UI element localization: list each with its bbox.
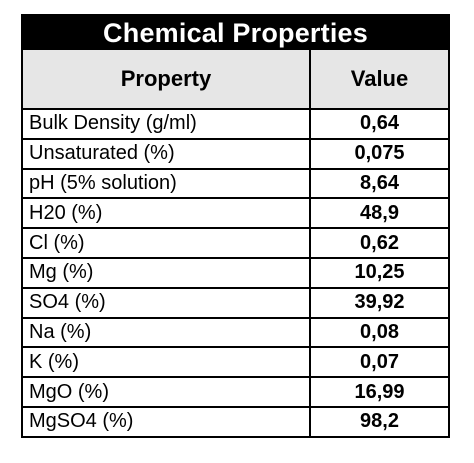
- property-cell: K (%): [23, 346, 311, 379]
- table-row: Na (%) 0,08: [23, 316, 448, 349]
- property-cell: Unsaturated (%): [23, 137, 311, 170]
- table-row: MgSO4 (%) 98,2: [23, 405, 448, 436]
- table-row: Mg (%) 10,25: [23, 256, 448, 289]
- value-cell: 0,62: [309, 227, 448, 259]
- property-column-header: Property: [23, 50, 311, 110]
- property-cell: MgSO4 (%): [23, 405, 311, 436]
- property-cell: H20 (%): [23, 197, 311, 230]
- property-cell: Mg (%): [23, 256, 311, 289]
- value-cell: 0,07: [309, 346, 448, 379]
- property-cell: Cl (%): [23, 227, 311, 259]
- table-row: MgO (%) 16,99: [23, 376, 448, 408]
- value-cell: 10,25: [309, 256, 448, 289]
- value-cell: 0,075: [309, 137, 448, 170]
- value-cell: 0,64: [309, 108, 448, 140]
- value-column-header: Value: [309, 50, 448, 110]
- value-cell: 8,64: [309, 167, 448, 200]
- value-cell: 98,2: [309, 405, 448, 436]
- value-cell: 48,9: [309, 197, 448, 230]
- table-row: Unsaturated (%) 0,075: [23, 137, 448, 170]
- value-cell: 0,08: [309, 316, 448, 349]
- properties-grid: Property Value Bulk Density (g/ml) 0,64 …: [23, 50, 448, 436]
- table-row: K (%) 0,07: [23, 346, 448, 379]
- table-row: SO4 (%) 39,92: [23, 286, 448, 319]
- table-row: Cl (%) 0,62: [23, 227, 448, 259]
- table-row: H20 (%) 48,9: [23, 197, 448, 230]
- property-cell: MgO (%): [23, 376, 311, 408]
- value-cell: 16,99: [309, 376, 448, 408]
- table-title: Chemical Properties: [23, 16, 448, 50]
- property-cell: pH (5% solution): [23, 167, 311, 200]
- table-row: pH (5% solution) 8,64: [23, 167, 448, 200]
- table-row: Bulk Density (g/ml) 0,64: [23, 108, 448, 140]
- property-cell: SO4 (%): [23, 286, 311, 319]
- property-cell: Bulk Density (g/ml): [23, 108, 311, 140]
- property-cell: Na (%): [23, 316, 311, 349]
- value-cell: 39,92: [309, 286, 448, 319]
- chemical-properties-table: Chemical Properties Property Value Bulk …: [21, 14, 450, 438]
- header-row: Property Value: [23, 50, 448, 110]
